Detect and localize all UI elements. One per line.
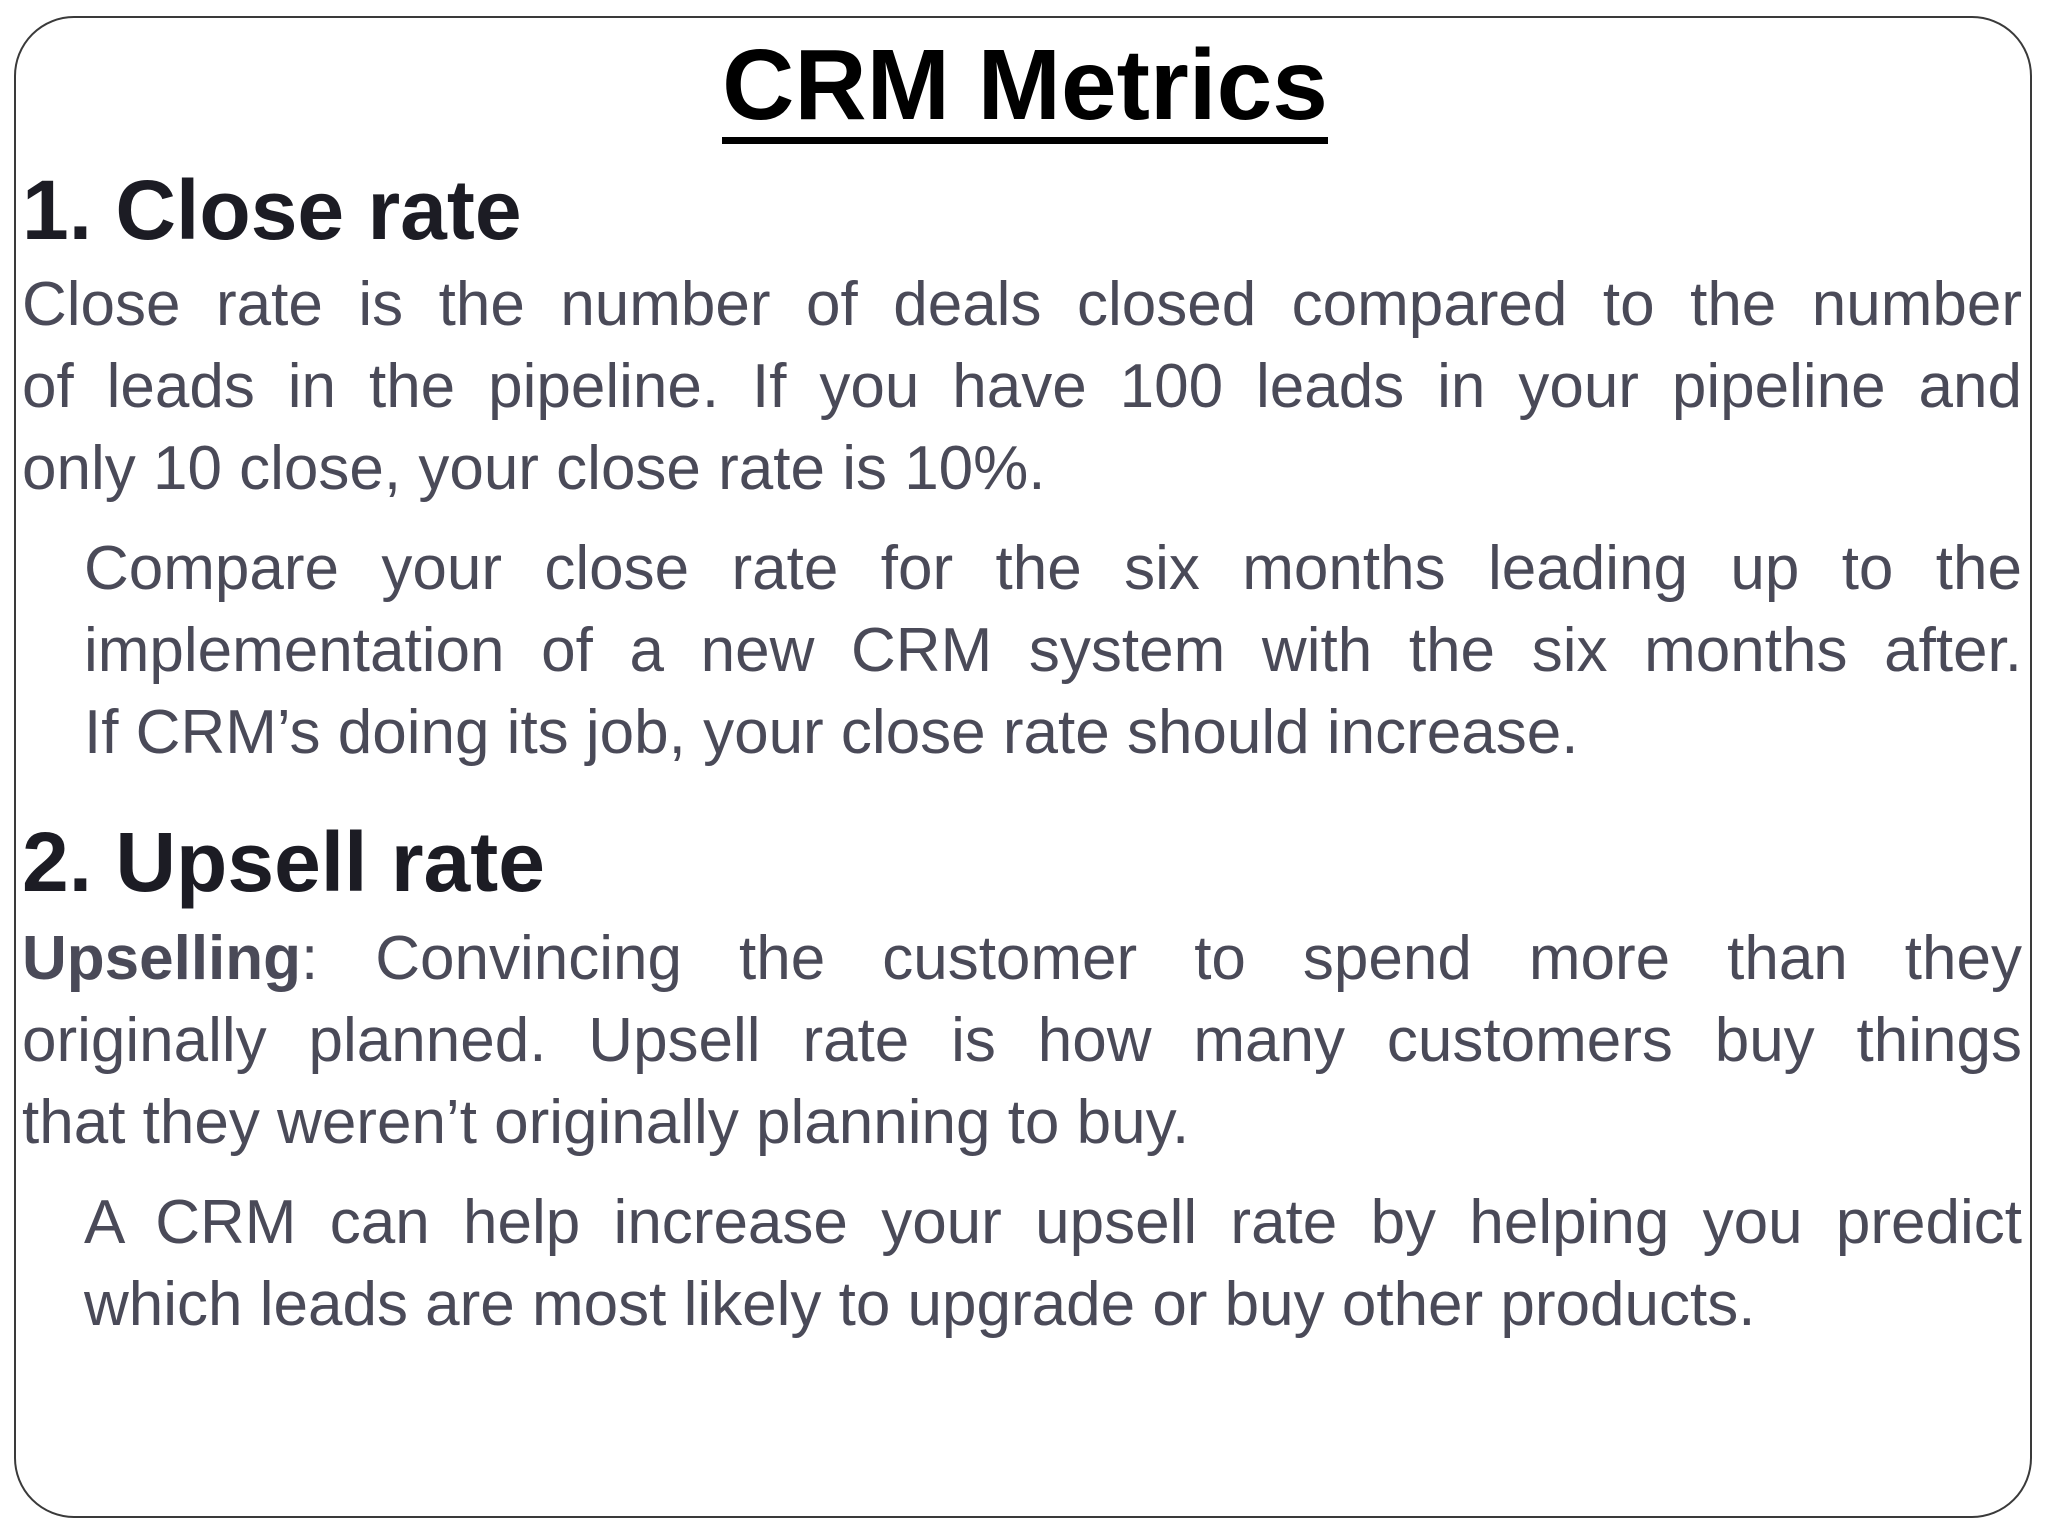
close-rate-definition: Close rate is the number of deals closed… [22,264,2022,510]
text-line: A CRM can help increase your upsell rate… [84,1188,2022,1257]
section-heading-upsell-rate: 2. Upsell rate [22,815,545,909]
text-line: of leads in the pipeline. If you have 10… [22,352,2022,421]
text-line: Compare your close rate for the six mont… [84,534,2022,603]
text-line: Close rate is the number of deals closed… [22,270,2022,339]
text-line: implementation of a new CRM system with … [84,616,2022,685]
upsell-definition: Upselling: Convincing the customer to sp… [22,918,2022,1164]
text-line: that they weren’t originally planning to… [22,1088,1190,1157]
section-heading-close-rate: 1. Close rate [22,163,522,257]
text-line: If CRM’s doing its job, your close rate … [84,698,1579,767]
text-line: Upselling: Convincing the customer to sp… [22,918,2022,1000]
text-line: only 10 close, your close rate is 10%. [22,434,1046,503]
close-rate-detail: Compare your close rate for the six mont… [84,528,2022,774]
slide: CRM Metrics 1. Close rate Close rate is … [14,16,2032,1518]
text-line: originally planned. Upsell rate is how m… [22,1006,2022,1075]
upsell-detail: A CRM can help increase your upsell rate… [84,1182,2022,1346]
upselling-definition-text: : Convincing the customer to spend more … [301,924,2022,993]
text-line: which leads are most likely to upgrade o… [84,1270,1756,1339]
upselling-term: Upselling [22,924,302,993]
slide-title-text: CRM Metrics [722,33,1328,144]
slide-title: CRM Metrics [16,24,2030,146]
